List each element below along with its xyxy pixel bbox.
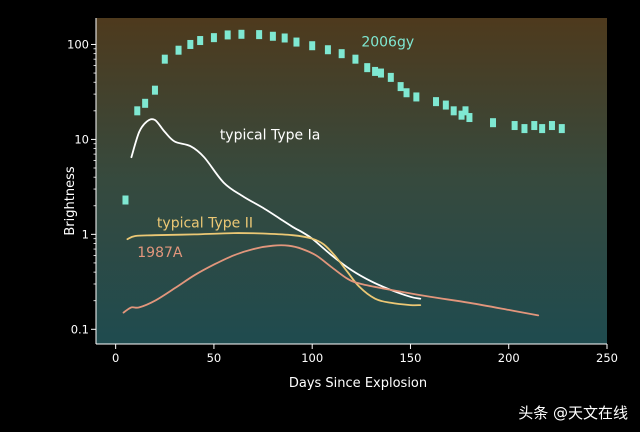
- data-point: [539, 124, 546, 134]
- data-point: [490, 118, 497, 128]
- data-point: [338, 49, 345, 59]
- series-label-typical-type-ia: typical Type Ia: [220, 127, 320, 143]
- data-point: [134, 106, 141, 116]
- data-point: [521, 124, 528, 134]
- data-point: [413, 92, 420, 102]
- series-label-2006gy: 2006gy: [361, 35, 414, 51]
- x-tick-label: 100: [301, 351, 323, 365]
- data-point: [433, 97, 440, 107]
- data-point: [309, 41, 316, 51]
- data-point: [364, 63, 371, 73]
- data-point: [151, 85, 158, 95]
- data-point: [238, 29, 245, 39]
- data-point: [187, 39, 194, 49]
- y-tick-label: 100: [67, 37, 89, 51]
- series-layer: [122, 29, 565, 317]
- series-label-1987a: 1987A: [137, 245, 183, 261]
- watermark: 头条 @天文在线: [518, 404, 628, 422]
- data-point: [511, 121, 518, 131]
- data-point: [403, 88, 410, 98]
- data-point: [377, 68, 384, 78]
- data-point: [210, 33, 217, 43]
- data-point: [269, 31, 276, 41]
- data-point: [352, 54, 359, 64]
- data-point: [372, 66, 379, 76]
- series-1987a: [122, 244, 540, 317]
- axes: 0 50 100 150 200 250 0.1 1 10 100: [67, 18, 618, 365]
- series-typical-type-ia: [130, 118, 422, 300]
- data-point: [466, 113, 473, 123]
- data-point: [450, 106, 457, 116]
- data-point: [175, 45, 182, 55]
- x-tick-label: 250: [596, 351, 618, 365]
- series-line: [122, 244, 540, 317]
- x-tick-label: 150: [399, 351, 421, 365]
- data-point: [122, 195, 129, 205]
- data-point: [462, 106, 469, 116]
- data-point: [293, 37, 300, 47]
- x-tick-label: 200: [498, 351, 520, 365]
- data-point: [161, 54, 168, 64]
- data-point: [142, 98, 149, 108]
- y-tick-label: 1: [82, 227, 89, 241]
- series-line: [130, 118, 422, 300]
- data-point: [281, 33, 288, 43]
- y-tick-label: 0.1: [71, 322, 89, 336]
- label-layer: 2006gy typical Type Ia typical Type II 1987…: [137, 35, 414, 261]
- x-tick-label: 0: [112, 351, 119, 365]
- data-point: [558, 124, 565, 134]
- data-point: [224, 30, 231, 40]
- data-point: [197, 36, 204, 46]
- data-point: [256, 30, 263, 40]
- series-typical-type-ii: [126, 232, 422, 307]
- series-label-typical-type-ii: typical Type II: [157, 216, 253, 232]
- data-point: [458, 110, 465, 120]
- data-point: [548, 121, 555, 131]
- data-point: [531, 121, 538, 131]
- plot-background: [96, 18, 607, 344]
- x-axis-label: Days Since Explosion: [289, 376, 427, 391]
- data-point: [442, 100, 449, 110]
- data-point: [324, 45, 331, 55]
- data-point: [397, 82, 404, 92]
- series-line: [126, 232, 422, 307]
- data-point: [387, 72, 394, 82]
- series-2006gy: [122, 29, 565, 205]
- y-axis-label: Brightness: [63, 166, 78, 235]
- y-tick-label: 10: [74, 132, 89, 146]
- x-tick-label: 50: [207, 351, 222, 365]
